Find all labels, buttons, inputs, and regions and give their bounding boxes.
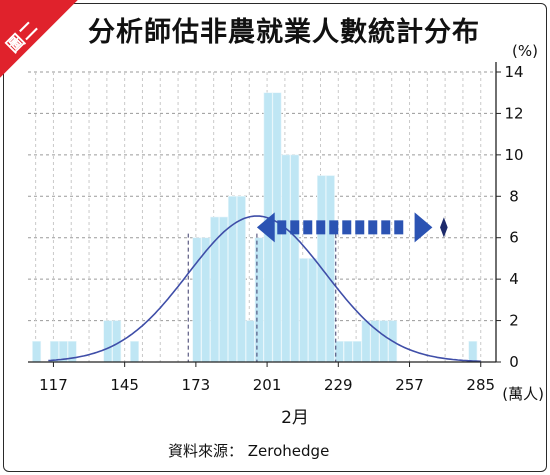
arrow-dash <box>316 220 326 235</box>
histogram-bar <box>254 237 264 363</box>
source-note: 資料來源： Zerohedge <box>168 442 330 460</box>
y-tick-label: 12 <box>504 104 523 122</box>
x-tick-label: 173 <box>182 376 211 394</box>
histogram-bar <box>245 320 255 363</box>
histogram-bar <box>281 154 291 363</box>
y-tick-label: 10 <box>504 146 523 164</box>
histogram-bar <box>334 340 344 363</box>
arrow-diamond <box>440 217 448 238</box>
histogram-bars <box>32 92 478 363</box>
x-tick-label: 145 <box>110 376 139 394</box>
histogram-bar <box>219 216 228 363</box>
range-arrow <box>256 212 448 243</box>
histogram-bar <box>227 195 237 363</box>
x-tick-label: 285 <box>466 376 495 394</box>
histogram-bar <box>290 154 300 363</box>
reference-lines <box>187 233 337 362</box>
histogram-bar <box>352 340 362 363</box>
x-tick-label: 201 <box>253 376 282 394</box>
arrow-dash <box>290 220 300 235</box>
histogram-bar <box>130 340 139 363</box>
y-tick-label: 0 <box>509 353 519 371</box>
x-tick-label: 257 <box>395 376 424 394</box>
histogram-bar <box>201 237 211 363</box>
x-axis-label: 2月 <box>281 408 309 428</box>
histogram-bar <box>308 258 318 363</box>
histogram-bar <box>343 340 353 363</box>
arrow-dash <box>381 220 391 235</box>
histogram-bar <box>192 237 202 363</box>
y-unit-label: (%) <box>512 42 538 60</box>
arrow-dash <box>277 220 287 235</box>
arrow-dash <box>394 220 404 235</box>
histogram-bar <box>361 320 371 363</box>
x-unit-label: (萬人) <box>502 385 544 403</box>
arrow-dash <box>329 220 339 235</box>
normal-curve <box>48 215 481 363</box>
y-tick-label: 4 <box>509 270 519 288</box>
chart-title: 分析師估非農就業人數統計分布 <box>88 17 480 48</box>
histogram-bar <box>379 320 389 363</box>
histogram-bar <box>468 340 478 363</box>
normal-curve-layer <box>48 215 481 363</box>
histogram-bar <box>49 340 59 363</box>
histogram-bar <box>32 340 42 363</box>
arrow-dash <box>303 220 313 235</box>
histogram-bar <box>299 258 309 363</box>
y-tick-label: 8 <box>509 187 519 205</box>
y-tick-label: 14 <box>504 63 523 81</box>
x-tick-label: 117 <box>39 376 68 394</box>
histogram-bar <box>103 320 113 363</box>
histogram-bar <box>325 175 335 363</box>
y-tick-label: 2 <box>509 312 519 330</box>
arrow-head-right <box>414 212 433 243</box>
y-tick-label: 6 <box>509 229 519 247</box>
arrow-head-left <box>256 212 275 243</box>
arrow-dash <box>342 220 352 235</box>
arrow-dash <box>355 220 365 235</box>
axis-layer: 0 2 4 6 8 10 12 14 117 145 173 201 229 257 285 <box>28 62 524 394</box>
arrow-dash <box>368 220 378 235</box>
x-tick-label: 229 <box>324 376 353 394</box>
